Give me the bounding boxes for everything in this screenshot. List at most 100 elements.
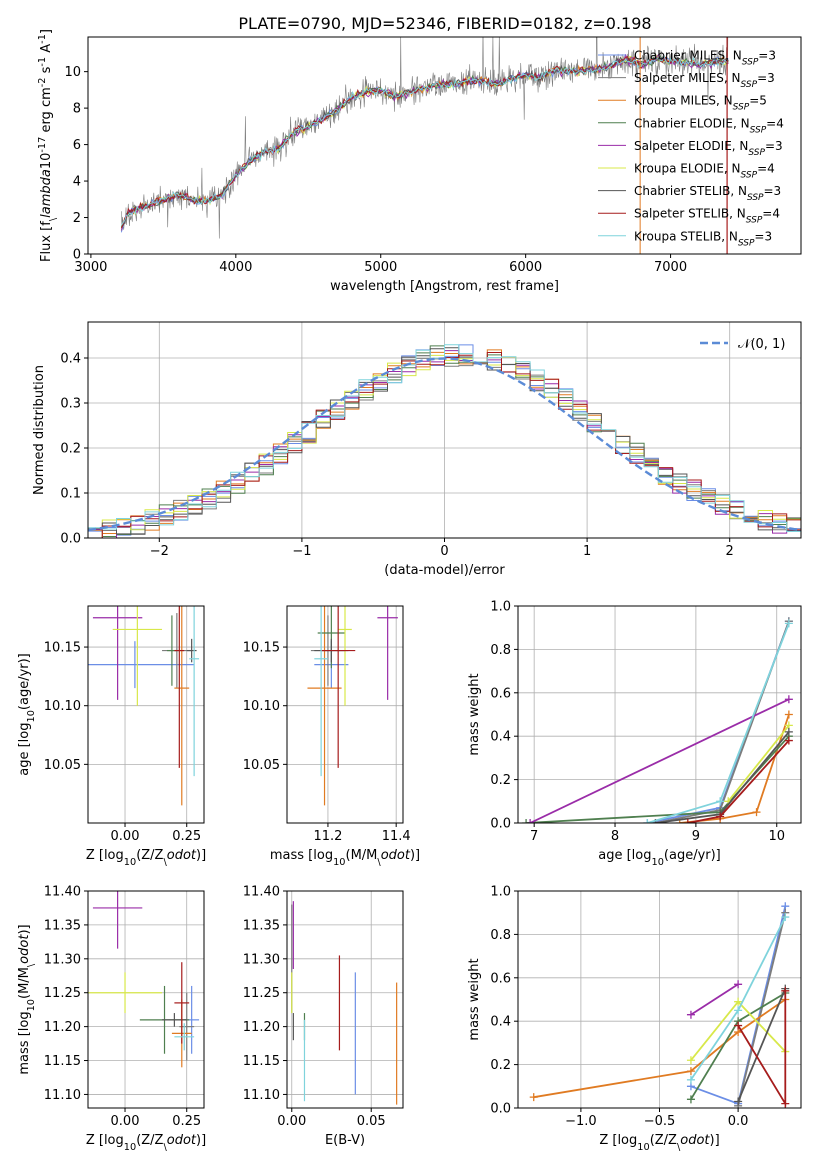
series-marker [784, 727, 793, 736]
error-bar-point [88, 641, 195, 689]
x-axis-label: Z [log10(Z/Z\odot)] [86, 848, 206, 868]
error-bar-point [314, 606, 328, 777]
histogram-step [88, 352, 801, 538]
mass-vs-z-panel: 0.00 0.25 11.10 11.15 11.20 11.25 11.30 11.35 11… [17, 885, 206, 1153]
x-axis-label: wavelength [Angstrom, rest frame] [330, 279, 559, 294]
legend-label: 𝒩(0, 1) [738, 337, 785, 352]
axes-frame [87, 321, 802, 539]
mass-weight-series [686, 980, 743, 1019]
series-marker [734, 1097, 743, 1106]
y-axis-label: mass weight [467, 673, 482, 755]
series-marker [784, 695, 793, 704]
legend-label: Kroupa MILES, NSSP=5 [634, 94, 767, 113]
x-axis-label: age [log10(age/yr)] [598, 848, 721, 868]
series-marker [781, 913, 790, 922]
series-marker [784, 736, 793, 745]
y-tick-label: 11.15 [243, 1054, 280, 1069]
y-tick-label: 0.1 [60, 487, 81, 502]
y-tick-label: 1.0 [490, 885, 511, 900]
legend-label: Salpeter ELODIE, NSSP=3 [634, 139, 783, 158]
y-tick-label: 0 [73, 248, 81, 263]
x-tick-label: 7 [530, 829, 538, 844]
axes-frame [517, 890, 802, 1109]
series-line [690, 983, 739, 1016]
error-bar-point [92, 606, 143, 700]
series-marker [686, 1056, 695, 1065]
y-tick-label: 0.2 [490, 1058, 511, 1073]
x-tick-label: 0.0 [728, 1114, 749, 1129]
y-tick-label: 10.10 [44, 699, 81, 714]
massweight-vs-z-panel: −1.0 −0.5 0.0 0.0 0.2 0.4 0.6 0.8 1.0 Z [log10(Z/… [467, 885, 802, 1153]
y-tick-label: 0.8 [490, 643, 511, 658]
spectrum-panel: 3000 4000 5000 6000 7000 0 2 4 6 8 10 wavelength [A… [37, 29, 802, 294]
error-bar-point [377, 606, 398, 700]
y-tick-label: 0.4 [490, 1015, 511, 1030]
x-tick-label: 1 [583, 544, 591, 559]
y-tick-label: 11.25 [243, 986, 280, 1001]
error-bar-point [174, 606, 190, 806]
x-tick-label: 0.00 [111, 1114, 140, 1129]
x-tick-label: 0.00 [111, 829, 140, 844]
series-line [647, 620, 790, 823]
series-marker [716, 812, 725, 821]
axes-frame [87, 36, 802, 255]
x-tick-label: 0.05 [357, 1114, 386, 1129]
mass-weight-series [686, 913, 790, 1084]
error-bar-point [112, 606, 163, 706]
series-marker [734, 1006, 743, 1015]
error-bar-point [321, 606, 356, 768]
mass-weight-series [734, 986, 790, 1108]
y-tick-label: 0.0 [60, 532, 81, 547]
x-tick-label: 11.4 [382, 829, 411, 844]
series-line [529, 698, 790, 823]
normal-reference-curve [87, 357, 802, 532]
x-tick-label: 10 [768, 829, 785, 844]
histogram-step [88, 344, 801, 532]
error-bar-point [162, 1013, 187, 1027]
series-marker [686, 1075, 695, 1084]
y-tick-label: 8 [73, 102, 81, 117]
y-tick-label: 11.15 [44, 1054, 81, 1069]
series-line [655, 620, 790, 823]
y-tick-label: 1.0 [490, 600, 511, 615]
error-bar-point [92, 891, 143, 949]
x-axis-label: mass [log10(M/M\odot)] [270, 848, 420, 868]
x-tick-label: −0.5 [644, 1114, 676, 1129]
massweight-vs-age-panel: 7 8 9 10 0.0 0.2 0.4 0.6 0.8 1.0 age [log10(age/yr… [467, 600, 802, 868]
error-bar-point [174, 1023, 195, 1051]
model-spectrum-line [120, 54, 729, 226]
y-axis-label: age [log10(age/yr)] [17, 653, 37, 776]
y-tick-label: 11.25 [44, 986, 81, 1001]
y-tick-label: 10.15 [243, 641, 280, 656]
series-marker [686, 1067, 695, 1076]
x-tick-label: 3000 [74, 260, 107, 275]
legend-label: Kroupa ELODIE, NSSP=4 [634, 162, 775, 181]
y-tick-label: 0.2 [490, 773, 511, 788]
series-marker [686, 1095, 695, 1104]
x-tick-label: 4000 [219, 260, 252, 275]
y-tick-label: 11.40 [44, 885, 81, 900]
series-marker [643, 819, 652, 823]
axes-frame [87, 890, 205, 1109]
y-tick-label: 6 [73, 138, 81, 153]
y-tick-label: 10 [64, 65, 81, 80]
x-tick-label: 6000 [509, 260, 542, 275]
x-tick-label: 9 [692, 829, 700, 844]
series-line [737, 988, 787, 1102]
legend-label: Chabrier STELIB, NSSP=3 [634, 184, 781, 203]
y-tick-label: 0.2 [60, 442, 81, 457]
y-tick-label: 11.20 [44, 1020, 81, 1035]
x-tick-label: 5000 [364, 260, 397, 275]
x-tick-label: 8 [611, 829, 619, 844]
series-marker [526, 819, 535, 823]
y-tick-label: 10.05 [44, 758, 81, 773]
x-axis-label: (data-model)/error [384, 563, 505, 578]
mass-weight-series [643, 617, 793, 823]
series-marker [522, 819, 531, 823]
x-axis-label: Z [log10(Z/Z\odot)] [86, 1133, 206, 1153]
series-marker [529, 1093, 538, 1102]
x-tick-label: 2 [726, 544, 734, 559]
mass-weight-series [686, 997, 790, 1065]
error-bar-point [174, 962, 190, 1044]
